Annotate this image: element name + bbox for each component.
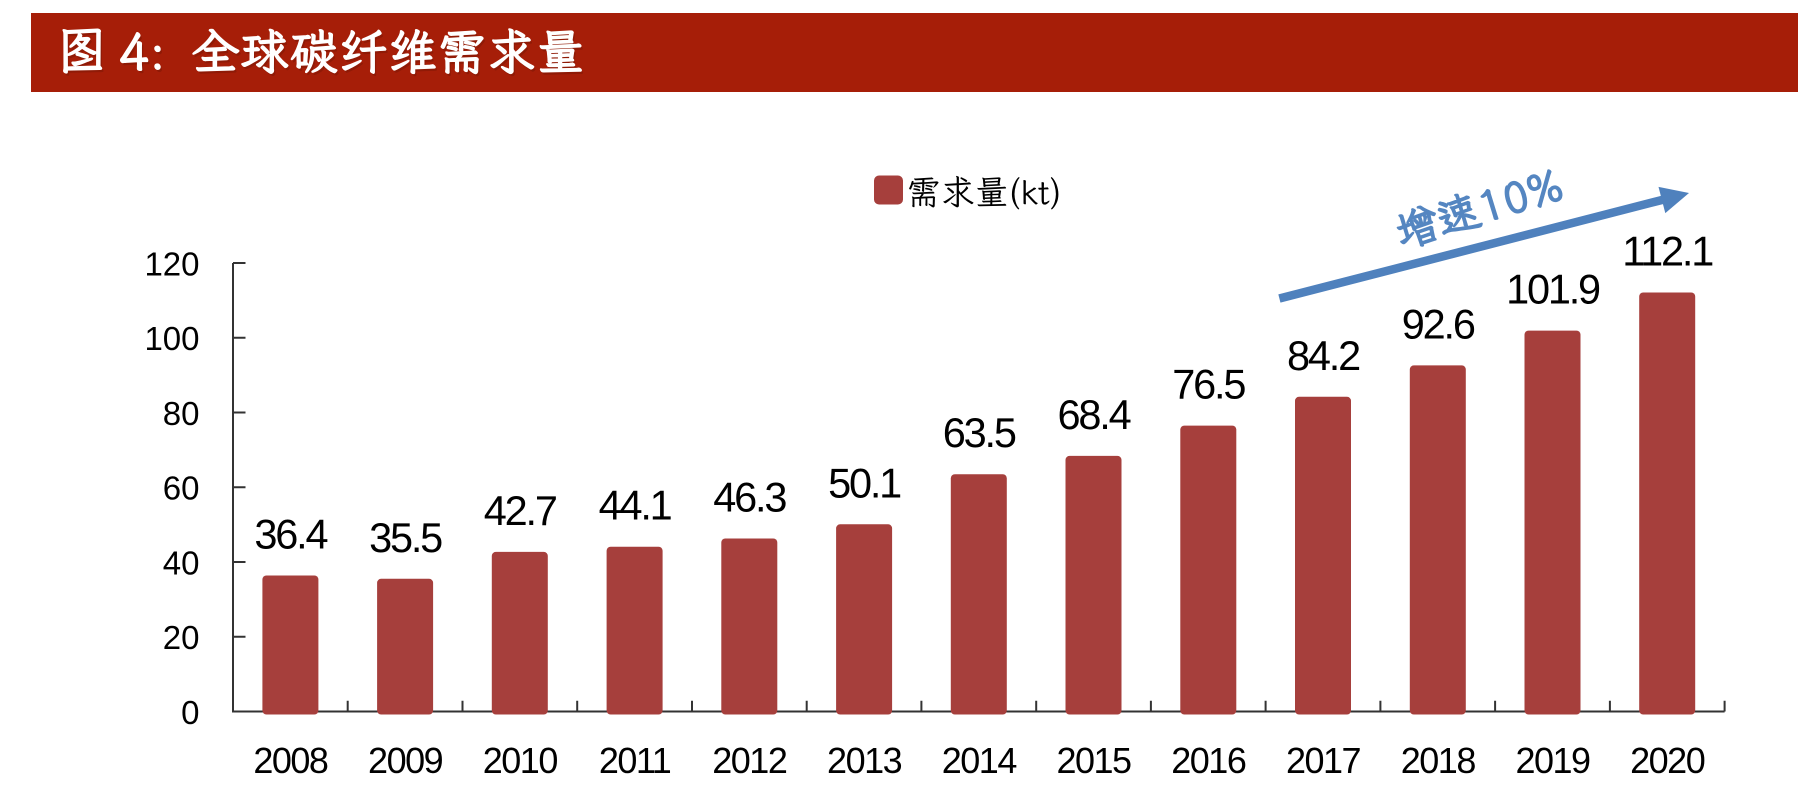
svg-text:0: 0 (181, 694, 199, 731)
svg-text:2015: 2015 (1056, 740, 1131, 781)
svg-text:63.5: 63.5 (943, 409, 1016, 456)
svg-text:120: 120 (144, 245, 199, 282)
svg-text:2020: 2020 (1630, 740, 1705, 781)
svg-text:2008: 2008 (253, 740, 328, 781)
svg-text:112.1: 112.1 (1622, 228, 1713, 275)
svg-text:2011: 2011 (599, 740, 671, 781)
svg-text:44.1: 44.1 (599, 482, 672, 529)
svg-text:2019: 2019 (1515, 740, 1590, 781)
svg-text:60: 60 (163, 470, 200, 507)
svg-text:2010: 2010 (483, 740, 558, 781)
svg-text:35.5: 35.5 (369, 514, 442, 561)
svg-text:50.1: 50.1 (828, 459, 901, 506)
svg-text:100: 100 (144, 320, 199, 357)
svg-text:40: 40 (163, 544, 200, 581)
svg-text:2018: 2018 (1401, 740, 1476, 781)
svg-text:42.7: 42.7 (484, 487, 556, 534)
svg-text:84.2: 84.2 (1287, 332, 1359, 379)
svg-text:68.4: 68.4 (1058, 391, 1131, 438)
svg-text:80: 80 (163, 395, 200, 432)
svg-text:2016: 2016 (1171, 740, 1246, 781)
svg-text:2017: 2017 (1286, 740, 1361, 781)
svg-text:2012: 2012 (712, 740, 787, 781)
svg-text:46.3: 46.3 (713, 474, 786, 521)
svg-text:92.6: 92.6 (1402, 300, 1475, 347)
svg-text:2014: 2014 (942, 740, 1017, 781)
svg-text:2013: 2013 (827, 740, 902, 781)
svg-text:101.9: 101.9 (1506, 266, 1600, 313)
svg-text:20: 20 (163, 619, 200, 656)
svg-text:76.5: 76.5 (1172, 361, 1245, 408)
svg-text:36.4: 36.4 (254, 511, 327, 558)
svg-text:2009: 2009 (368, 740, 443, 781)
